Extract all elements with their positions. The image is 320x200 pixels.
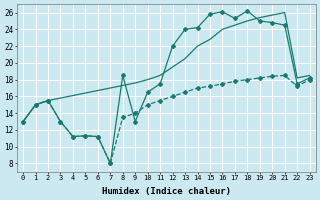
- X-axis label: Humidex (Indice chaleur): Humidex (Indice chaleur): [102, 187, 231, 196]
